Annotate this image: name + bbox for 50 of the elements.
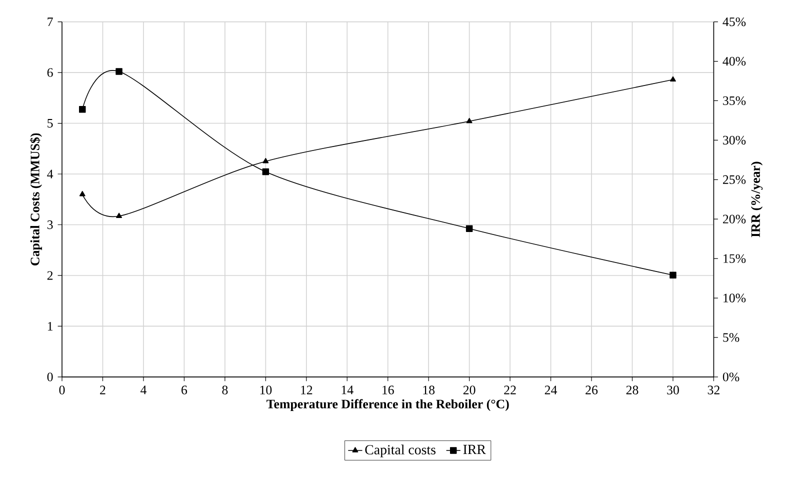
point [262, 158, 269, 164]
x-tick-label: 14 [342, 386, 354, 394]
y2-tick-label: 30% [723, 136, 746, 145]
y2-tick-label: 15% [724, 254, 746, 263]
point [466, 225, 473, 232]
y2-tick-label: 5% [723, 333, 740, 342]
x-tick-label: 4 [140, 386, 146, 394]
y2-tick-label: 25% [723, 175, 746, 184]
x-tick-label: 18 [423, 386, 435, 394]
y-tick-label: 7 [48, 18, 53, 26]
point [466, 118, 472, 124]
x-tick-label: 22 [504, 386, 516, 394]
y-tick-label: 6 [47, 68, 53, 77]
x-tick-label: 28 [626, 386, 638, 394]
y2-tick-label: 10% [724, 294, 746, 302]
x-tick-label: 32 [708, 386, 720, 394]
y-axis-title: Capital Costs (MMUS$) [30, 133, 42, 266]
x-tick-label: 2 [100, 386, 106, 394]
point [262, 168, 270, 176]
legend-label: Capital costs [365, 444, 436, 458]
y2-tick-label: 0% [722, 372, 740, 382]
y-tick-label: 2 [47, 271, 53, 280]
point [670, 272, 676, 278]
y-tick-label: 3 [47, 220, 53, 230]
x-tick-label: 8 [222, 386, 228, 394]
y-tick-label: 4 [47, 170, 54, 178]
y2-tick-label: 40% [722, 56, 746, 66]
legend-label: IRR [463, 444, 486, 454]
y-tick-label: 0 [47, 372, 53, 382]
x-tick-label: 10 [260, 386, 272, 394]
x-tick-label: 0 [59, 386, 65, 394]
y2-axis-title: IRR (%/year) [750, 162, 763, 238]
y-tick-label: 5 [48, 118, 53, 128]
x-axis-title: Temperature Difference in the Reboiler (°C) [266, 399, 509, 411]
y2-tick-label: 35% [723, 96, 746, 106]
x-tick-label: 16 [382, 386, 394, 394]
point [116, 68, 122, 75]
point [79, 190, 86, 196]
x-tick-label: 12 [301, 386, 312, 394]
y2-tick-label: 20% [723, 214, 746, 224]
x-tick-label: 6 [182, 386, 188, 394]
y2-tick-label: 45% [722, 17, 746, 26]
x-tick-label: 20 [463, 386, 476, 394]
x-tick-label: 26 [586, 386, 598, 394]
y-tick-label: 1 [48, 322, 53, 330]
x-tick-label: 30 [667, 386, 679, 394]
x-tick-label: 24 [544, 386, 558, 394]
point [78, 106, 86, 113]
point [116, 212, 122, 218]
point [670, 76, 676, 82]
